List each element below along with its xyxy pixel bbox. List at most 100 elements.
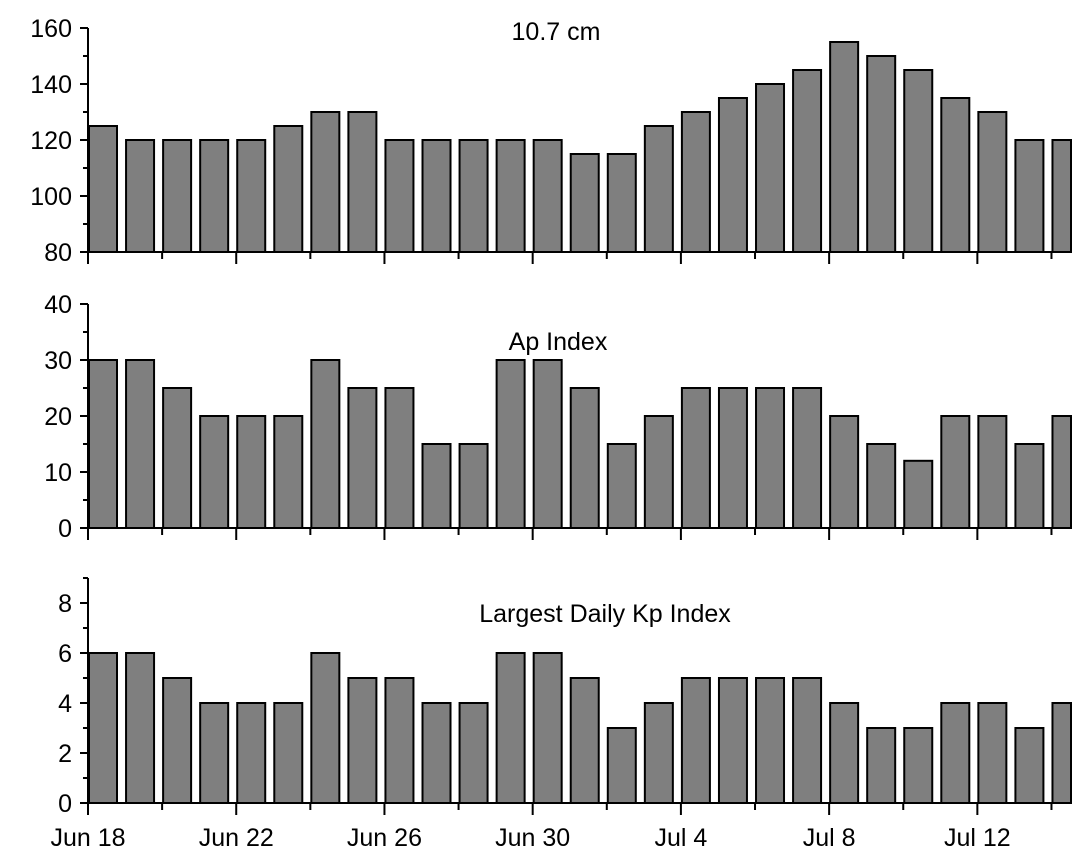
chart-bar-3-jun-27 [421,702,452,804]
chart-bar-1-jun-24 [310,111,341,253]
chart-bar-2-jun-23 [273,415,304,529]
chart-bar-3-jul-6 [755,677,786,804]
y-tick-label: 8 [58,590,72,618]
y-tick-label: 30 [44,347,72,375]
chart-bar-3-jul-13 [1014,727,1045,804]
chart-bar-3-jun-23 [273,702,304,804]
chart-bar-1-jul-11 [940,97,971,253]
y-tick-label: 40 [44,291,72,319]
chart-bar-1-jun-19 [125,139,156,253]
y-tick-label: 20 [44,403,72,431]
chart-bar-2-jun-18 [88,359,118,529]
chart-bar-3-jun-18 [88,652,118,804]
chart-bar-1-jul-10 [903,69,934,253]
x-tick-label: Jun 22 [199,824,274,852]
chart-bar-2-jun-22 [236,415,267,529]
chart-bar-1-jul-9 [866,55,897,253]
chart-bar-3-jul-1 [569,677,600,804]
chart-bar-1-jul-8 [829,41,860,253]
chart-bar-3-jul-10 [903,727,934,804]
x-tick-label: Jun 18 [50,824,125,852]
chart-bar-2-jun-19 [125,359,156,529]
chart-bar-2-jun-27 [421,443,452,529]
chart-bar-3-jul-5 [717,677,748,804]
y-tick-label: 0 [58,790,72,818]
y-tick-label: 80 [44,239,72,267]
chart-bar-3-jun-28 [458,702,489,804]
chart-bar-1-jul-1 [569,153,600,253]
chart-bar-2-jul-5 [717,387,748,529]
chart-bar-2-jun-26 [384,387,415,529]
chart-bar-1-jul-7 [792,69,823,253]
chart-bar-1-jul-3 [643,125,674,253]
y-tick-label: 120 [30,127,72,155]
chart-bar-3-jun-26 [384,677,415,804]
chart-bar-1-jun-23 [273,125,304,253]
chart-bar-2-jul-7 [792,387,823,529]
chart-bar-3-jun-29 [495,652,526,804]
chart-bar-1-jun-21 [199,139,230,253]
y-tick-label: 6 [58,640,72,668]
chart-bar-1-jul-4 [680,111,711,253]
chart-bar-1-jul-5 [717,97,748,253]
chart-bar-1-jun-22 [236,139,267,253]
chart-bar-3-jul-11 [940,702,971,804]
x-tick-label: Jul 8 [803,824,856,852]
y-tick-label: 10 [44,459,72,487]
chart-bar-1-jun-29 [495,139,526,253]
chart-bar-1-jun-27 [421,139,452,253]
chart-bar-2-jul-8 [829,415,860,529]
chart-bar-1-jul-2 [606,153,637,253]
chart-bar-2-jul-3 [643,415,674,529]
chart-bar-1-jun-26 [384,139,415,253]
chart-bar-1-jun-25 [347,111,378,253]
panel-title-1: 10.7 cm [512,18,601,46]
chart-bar-2-jun-30 [532,359,563,529]
chart-bar-1-jun-28 [458,139,489,253]
chart-bar-3-jun-25 [347,677,378,804]
chart-bar-1-jun-30 [532,139,563,253]
x-tick-label: Jun 30 [495,824,570,852]
y-tick-label: 100 [30,183,72,211]
chart-bar-2-jun-20 [162,387,193,529]
chart-bar-2-jul-11 [940,415,971,529]
chart-bar-1-jun-18 [88,125,118,253]
panel-title-3: Largest Daily Kp Index [479,600,731,628]
chart-bar-1-jul-14 [1051,139,1072,253]
chart-bar-2-jul-13 [1014,443,1045,529]
chart-bar-3-jul-14 [1051,702,1072,804]
chart-bar-2-jun-28 [458,443,489,529]
panel-title-2: Ap Index [509,328,608,356]
chart-bar-2-jul-10 [903,459,934,529]
chart-bar-3-jun-21 [199,702,230,804]
chart-bar-3-jul-2 [606,727,637,804]
y-tick-label: 2 [58,740,72,768]
chart-bar-3-jun-19 [125,652,156,804]
chart-bar-3-jun-20 [162,677,193,804]
chart-bar-2-jun-25 [347,387,378,529]
x-tick-label: Jul 12 [944,824,1011,852]
chart-bar-1-jul-13 [1014,139,1045,253]
chart-bar-2-jun-29 [495,359,526,529]
chart-bar-3-jun-24 [310,652,341,804]
chart-bar-1-jul-6 [755,83,786,253]
chart-bar-3-jul-3 [643,702,674,804]
y-tick-label: 4 [58,690,72,718]
chart-bar-2-jul-2 [606,443,637,529]
chart-bar-3-jun-22 [236,702,267,804]
x-tick-label: Jul 4 [654,824,707,852]
chart-bar-1-jul-12 [977,111,1008,253]
chart-bar-2-jul-1 [569,387,600,529]
chart-bar-2-jul-12 [977,415,1008,529]
chart-bar-3-jul-9 [866,727,897,804]
chart-bar-2-jul-6 [755,387,786,529]
y-tick-label: 140 [30,71,72,99]
chart-bar-2-jul-14 [1051,415,1072,529]
chart-bar-3-jul-12 [977,702,1008,804]
chart-bar-2-jun-21 [199,415,230,529]
chart-bar-3-jul-8 [829,702,860,804]
chart-bar-3-jul-4 [680,677,711,804]
chart-bar-2-jun-24 [310,359,341,529]
